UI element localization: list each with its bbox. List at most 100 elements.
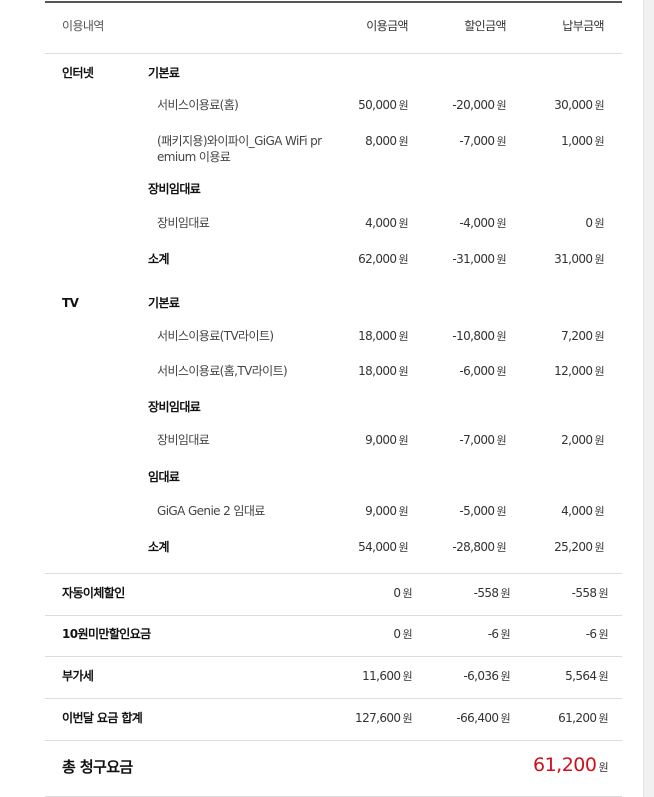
line-item-usage: 18,000 원 [298, 328, 408, 345]
divider [45, 573, 622, 574]
amount-value: 127,600 [355, 711, 401, 725]
line-item-payment: 30,000 원 [494, 97, 604, 114]
amount-value: -6 [487, 627, 499, 641]
amount-value: 4,000 [365, 216, 397, 230]
amount-value: -4,000 [459, 216, 495, 230]
line-item-usage: 4,000 원 [298, 215, 408, 232]
amount-value: -6,000 [459, 364, 495, 378]
currency-unit: 원 [500, 712, 510, 725]
currency-unit: 원 [398, 434, 408, 447]
summary-discount: -66,400 원 [400, 710, 510, 727]
currency-unit: 원 [402, 670, 412, 683]
divider [45, 740, 622, 741]
line-item-discount: -5,000 원 [396, 503, 506, 520]
currency-unit: 원 [496, 434, 506, 447]
amount-value: 0 [393, 627, 401, 641]
currency-unit: 원 [500, 587, 510, 600]
amount-value: 62,000 [358, 252, 397, 266]
amount-value: -28,800 [452, 540, 495, 554]
currency-unit: 원 [496, 365, 506, 378]
currency-unit: 원 [402, 628, 412, 641]
line-item-payment: 7,200 원 [494, 328, 604, 345]
line-item-label: 서비스이용료(TV라이트) [157, 329, 274, 343]
line-item-label: GiGA Genie 2 임대료 [157, 504, 265, 518]
amount-value: 5,564 [565, 669, 597, 683]
scrollbar[interactable] [643, 0, 654, 797]
amount-value: 0 [393, 586, 401, 600]
currency-unit: 원 [398, 253, 408, 266]
summary-payment: 5,564 원 [498, 668, 608, 685]
currency-unit: 원 [500, 628, 510, 641]
group-label: 장비임대료 [148, 182, 201, 196]
summary-label: 이번달 요금 합계 [62, 711, 143, 725]
currency-unit: 원 [496, 253, 506, 266]
subtotal-discount: -28,800 원 [396, 539, 506, 556]
amount-value: -6 [585, 627, 597, 641]
currency-unit: 원 [598, 628, 608, 641]
subtotal-discount: -31,000 원 [396, 251, 506, 268]
currency-unit: 원 [398, 505, 408, 518]
line-item-discount: -10,800 원 [396, 328, 506, 345]
category-label: 인터넷 [62, 66, 94, 80]
amount-value: 1,000 [561, 134, 593, 148]
currency-unit: 원 [496, 99, 506, 112]
amount-value: 11,600 [362, 669, 401, 683]
line-item-discount: -20,000 원 [396, 97, 506, 114]
summary-payment: 61,200 원 [498, 710, 608, 727]
amount-value: 9,000 [365, 433, 397, 447]
summary-payment: -6 원 [498, 626, 609, 643]
divider [45, 656, 622, 657]
amount-value: -66,400 [456, 711, 499, 725]
currency-unit: 원 [594, 99, 604, 112]
currency-unit: 원 [598, 712, 608, 725]
currency-unit: 원 [598, 761, 608, 774]
subtotal-label: 소계 [148, 540, 169, 554]
amount-value: -558 [473, 586, 499, 600]
currency-unit: 원 [594, 217, 604, 230]
divider [45, 615, 622, 616]
currency-unit: 원 [398, 135, 408, 148]
currency-unit: 원 [398, 365, 408, 378]
line-item-label: 장비임대료 [157, 216, 210, 230]
currency-unit: 원 [496, 217, 506, 230]
subtotal-label: 소계 [148, 252, 169, 266]
amount-value: -20,000 [452, 98, 495, 112]
amount-value: 25,200 [554, 540, 593, 554]
currency-unit: 원 [594, 253, 604, 266]
amount-value: 9,000 [365, 504, 397, 518]
currency-unit: 원 [398, 330, 408, 343]
divider [45, 698, 622, 699]
divider [45, 53, 622, 54]
line-item-usage: 50,000 원 [298, 97, 408, 114]
subtotal-usage: 62,000 원 [298, 251, 408, 268]
total-amount: 61,200 원 [448, 756, 609, 776]
category-label: TV [62, 296, 79, 310]
currency-unit: 원 [594, 505, 604, 518]
currency-unit: 원 [398, 217, 408, 230]
currency-unit: 원 [496, 541, 506, 554]
amount-value: 4,000 [561, 504, 593, 518]
header-payment: 납부금액 [562, 19, 604, 33]
currency-unit: 원 [398, 541, 408, 554]
amount-value: -31,000 [452, 252, 495, 266]
summary-label: 부가세 [62, 669, 94, 683]
header-item: 이용내역 [62, 19, 104, 33]
line-item-label: (패키지용)와이파이_GiGA WiFi pr emium 이용료 [157, 134, 322, 164]
line-item-usage: 18,000 원 [298, 363, 408, 380]
amount-value: 30,000 [554, 98, 593, 112]
header-discount: 할인금액 [464, 19, 506, 33]
summary-label: 10원미만할인요금 [62, 627, 151, 641]
line-item-discount: -4,000 원 [396, 215, 506, 232]
currency-unit: 원 [594, 434, 604, 447]
line-item-payment: 2,000 원 [494, 432, 604, 449]
summary-label: 자동이체할인 [62, 586, 125, 600]
line-item-discount: -6,000 원 [396, 363, 506, 380]
line-item-payment: 1,000 원 [494, 133, 604, 150]
summary-usage: 127,600 원 [302, 710, 413, 727]
currency-unit: 원 [496, 505, 506, 518]
line-item-label: 서비스이용료(홈,TV라이트) [157, 364, 288, 378]
line-item-usage: 9,000 원 [298, 432, 408, 449]
